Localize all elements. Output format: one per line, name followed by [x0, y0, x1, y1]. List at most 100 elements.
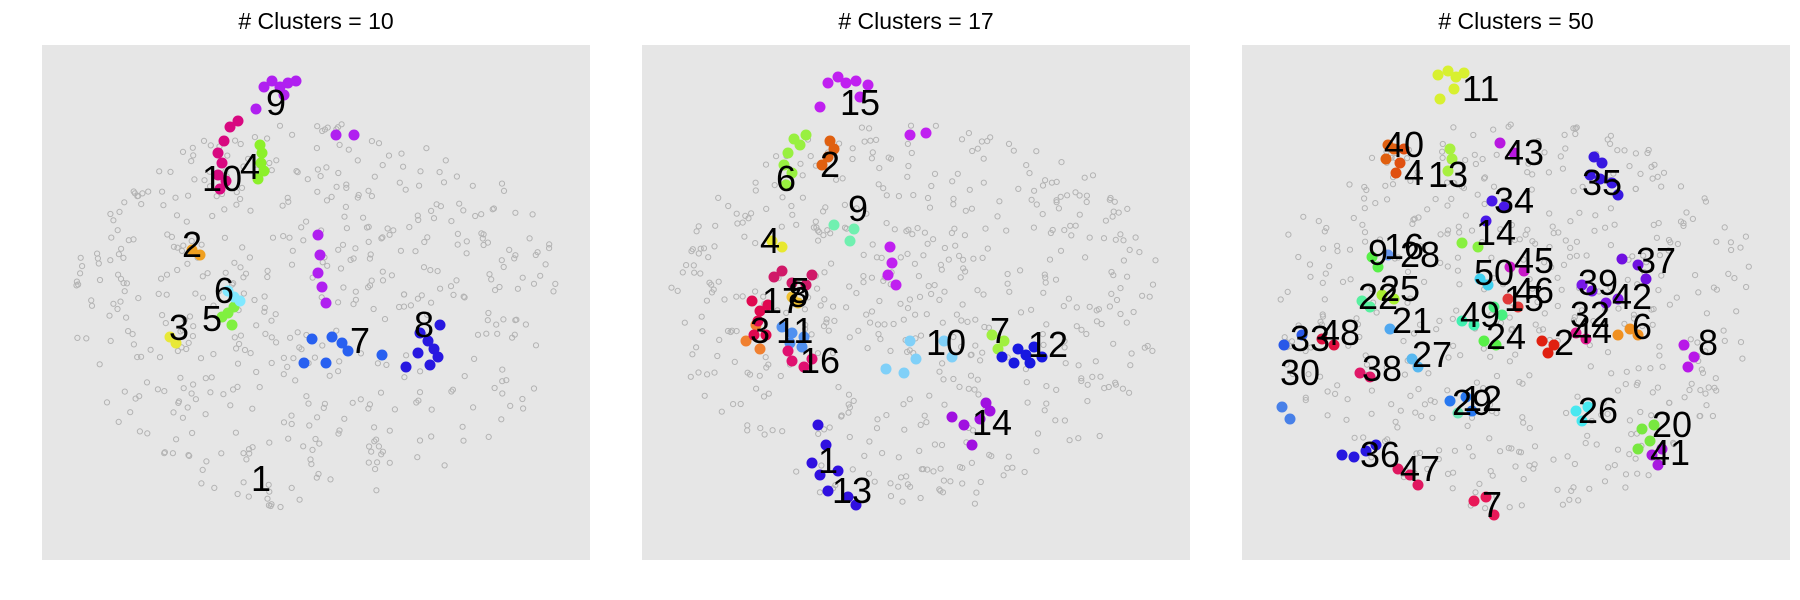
background-point	[969, 427, 977, 434]
background-point	[1698, 366, 1705, 373]
cluster-point	[1606, 177, 1618, 189]
background-point	[725, 202, 732, 210]
cluster-label: 48	[1320, 312, 1360, 353]
background-point	[460, 437, 467, 444]
cluster-label: 44	[1572, 310, 1612, 351]
background-point	[714, 352, 721, 360]
cluster-label: 27	[1412, 334, 1452, 375]
cluster-point	[980, 397, 992, 409]
background-point	[923, 311, 930, 318]
cluster-40	[1380, 139, 1400, 165]
background-point	[1041, 407, 1048, 414]
background-point	[789, 211, 796, 218]
background-point	[954, 170, 961, 177]
cluster-9	[250, 75, 360, 309]
background-point	[1439, 154, 1446, 162]
background-point	[147, 346, 154, 353]
background-point	[365, 284, 372, 291]
background-point	[1326, 263, 1333, 270]
background-point	[239, 244, 246, 251]
background-point	[222, 269, 229, 276]
cluster-label: 9	[266, 82, 286, 123]
background-point	[424, 234, 431, 241]
background-point	[188, 237, 195, 245]
background-point	[1508, 325, 1516, 332]
background-point	[264, 267, 271, 274]
cluster-point	[212, 147, 224, 159]
background-point	[691, 269, 698, 276]
cluster-point	[1640, 273, 1652, 285]
background-points	[73, 121, 559, 511]
background-point	[679, 269, 686, 276]
cluster-point	[1398, 143, 1410, 155]
background-point	[1680, 220, 1687, 227]
background-point	[483, 330, 490, 337]
background-point	[262, 330, 269, 337]
background-point	[1670, 441, 1677, 448]
background-point	[1410, 330, 1418, 337]
cluster-point	[946, 351, 958, 363]
background-point	[911, 260, 918, 267]
cluster-point	[828, 143, 840, 155]
cluster-point	[786, 355, 798, 367]
cluster-point	[814, 101, 826, 113]
cluster-label: 10	[202, 158, 242, 199]
background-point	[1721, 224, 1728, 231]
background-point	[845, 391, 853, 398]
cluster-label: 13	[832, 470, 872, 511]
background-point	[1130, 308, 1137, 316]
cluster-point	[432, 351, 444, 363]
background-point	[377, 389, 385, 396]
background-point	[440, 179, 448, 186]
background-point	[1512, 463, 1519, 470]
background-point	[1318, 321, 1325, 328]
background-point	[189, 333, 196, 340]
background-point	[939, 319, 946, 326]
background-point	[1731, 275, 1738, 282]
cluster-46	[1502, 293, 1524, 313]
cluster-point	[786, 167, 798, 179]
background-point	[900, 401, 907, 408]
background-point	[1626, 417, 1633, 424]
cluster-point	[314, 249, 326, 261]
background-point	[843, 304, 850, 311]
cluster-point	[766, 235, 778, 247]
background-point	[298, 224, 305, 231]
background-point	[512, 252, 519, 259]
background-point	[777, 372, 784, 380]
background-point	[1570, 188, 1577, 195]
background-point	[1570, 317, 1577, 324]
background-point	[903, 228, 910, 235]
background-point	[496, 283, 503, 291]
background-point	[1610, 170, 1617, 177]
background-point	[744, 427, 751, 434]
background-point	[1421, 278, 1428, 285]
background-point	[279, 202, 286, 209]
background-point	[687, 373, 694, 380]
background-point	[1400, 338, 1407, 345]
background-point	[253, 368, 260, 376]
background-point	[681, 319, 688, 326]
background-point	[406, 224, 413, 231]
background-point	[1421, 401, 1428, 408]
background-point	[1053, 199, 1060, 206]
background-point	[264, 273, 271, 281]
cluster-point	[1444, 143, 1456, 155]
background-point	[1092, 358, 1099, 365]
background-point	[289, 131, 296, 138]
cluster-44	[1570, 327, 1592, 345]
background-point	[799, 194, 806, 201]
background-point	[1733, 308, 1740, 315]
cluster-point	[290, 75, 302, 87]
background-point	[860, 273, 867, 280]
cluster-point	[336, 337, 348, 349]
background-point	[1545, 169, 1552, 176]
cluster-point	[1394, 157, 1406, 169]
background-point	[1112, 381, 1119, 388]
background-point	[1656, 343, 1663, 350]
cluster-point	[814, 469, 826, 481]
background-point	[906, 396, 913, 403]
background-point	[820, 232, 827, 239]
cluster-21	[1384, 323, 1396, 335]
cluster-16	[782, 345, 818, 373]
